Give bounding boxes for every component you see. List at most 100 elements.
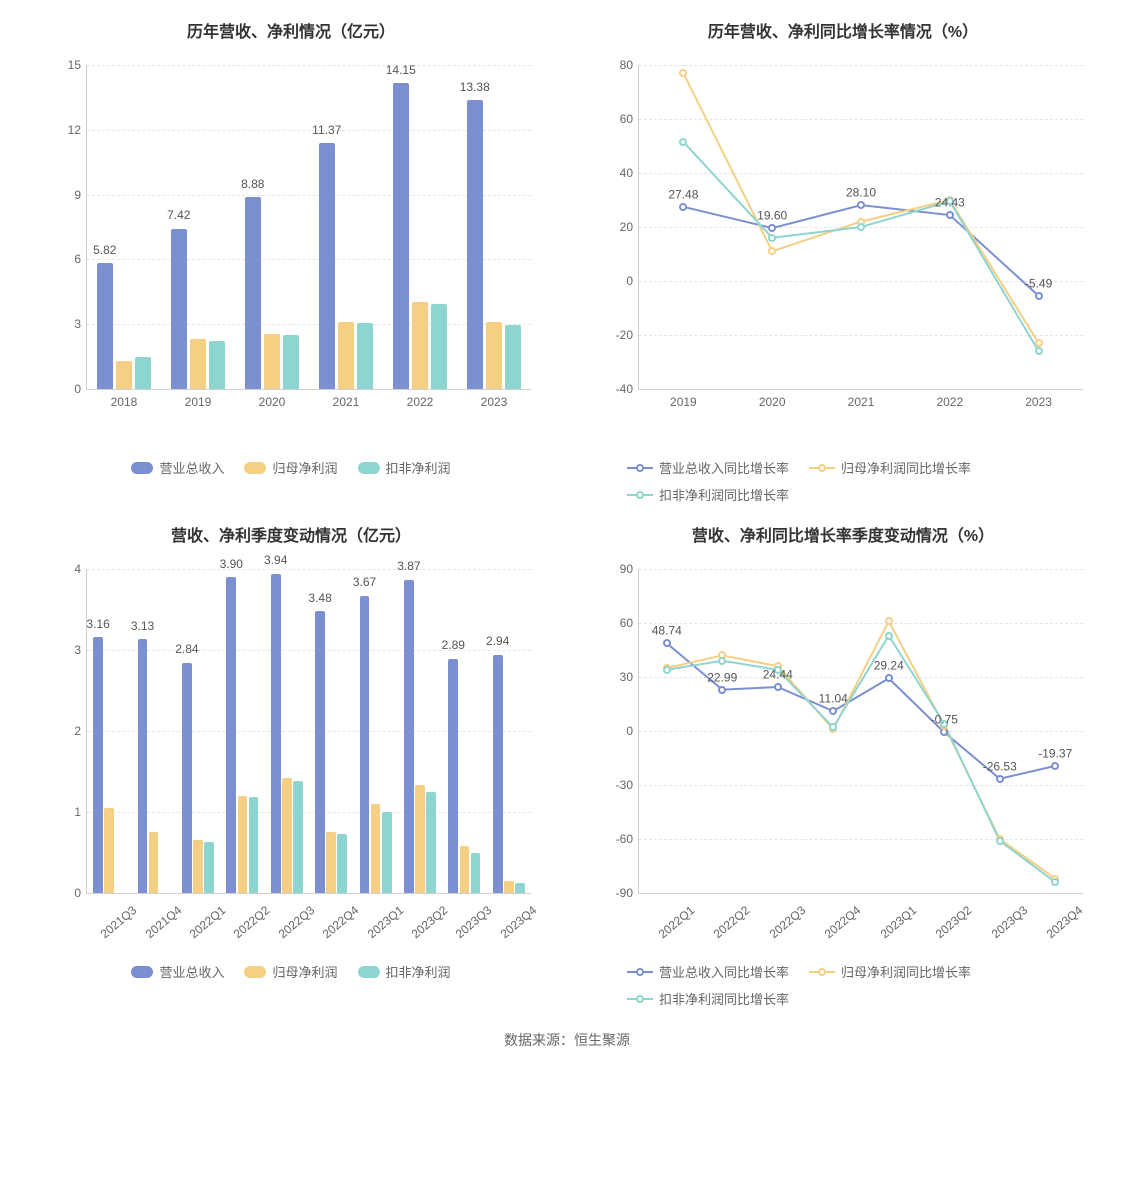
- legend-item: 归母净利润: [244, 458, 337, 477]
- series-marker: [768, 224, 776, 232]
- legend-item: 扣非净利润: [358, 962, 451, 981]
- bar-label: 2.89: [442, 638, 465, 652]
- y-tick: 9: [74, 188, 81, 202]
- series-marker: [829, 707, 837, 715]
- x-tick: 2023Q3: [988, 903, 1030, 941]
- series-marker: [663, 639, 671, 647]
- x-tick: 2022Q2: [231, 903, 273, 941]
- y-tick: 60: [620, 616, 633, 630]
- point-label: 48.74: [652, 624, 682, 638]
- legend-label: 归母净利润同比增长率: [841, 458, 971, 477]
- bar: [505, 325, 521, 389]
- point-label: 24.43: [935, 195, 965, 209]
- x-tick: 2020: [759, 395, 786, 409]
- series-marker: [774, 683, 782, 691]
- bar: [431, 304, 447, 389]
- series-marker: [1035, 292, 1043, 300]
- bar: [245, 197, 261, 389]
- x-tick: 2022Q1: [187, 903, 229, 941]
- bar: [238, 796, 248, 893]
- x-tick: 2023Q1: [364, 903, 406, 941]
- series-marker: [1051, 762, 1059, 770]
- bar: [393, 83, 409, 389]
- gridline: [87, 130, 531, 131]
- bar: [371, 804, 381, 893]
- gridline: [87, 812, 531, 813]
- bar: [337, 834, 347, 893]
- gridline: [87, 65, 531, 66]
- bar-label: 3.90: [220, 557, 243, 571]
- x-tick: 2023: [481, 395, 508, 409]
- point-label: -0.75: [931, 713, 958, 727]
- bar: [382, 812, 392, 893]
- y-tick: 4: [74, 562, 81, 576]
- bar: [209, 341, 225, 389]
- gridline: [87, 569, 531, 570]
- series-marker: [679, 138, 687, 146]
- bar: [138, 639, 148, 893]
- bar: [97, 263, 113, 389]
- legend-swatch: [627, 993, 653, 1005]
- series-marker: [996, 837, 1004, 845]
- x-tick: 2023: [1025, 395, 1052, 409]
- legend-swatch: [358, 966, 380, 978]
- chart-title: 营收、净利季度变动情况（亿元）: [171, 522, 411, 546]
- series-marker: [663, 666, 671, 674]
- bar: [493, 655, 503, 893]
- series-marker: [768, 247, 776, 255]
- bar: [149, 832, 159, 893]
- y-tick: -30: [616, 778, 633, 792]
- legend-item: 营业总收入: [131, 962, 224, 981]
- x-tick: 2023Q2: [933, 903, 975, 941]
- gridline: [87, 195, 531, 196]
- legend-label: 营业总收入同比增长率: [659, 458, 789, 477]
- series-marker: [1035, 347, 1043, 355]
- x-tick: 2022Q3: [275, 903, 317, 941]
- bar: [315, 611, 325, 893]
- bar-label: 3.94: [264, 553, 287, 567]
- x-tick: 2022Q4: [822, 903, 864, 941]
- bar: [204, 842, 214, 893]
- y-tick: 90: [620, 562, 633, 576]
- bar: [193, 840, 203, 893]
- legend-tr: 营业总收入同比增长率归母净利润同比增长率扣非净利润同比增长率: [577, 458, 1109, 504]
- point-label: 11.04: [819, 692, 848, 706]
- point-label: 28.10: [846, 186, 876, 200]
- legend-swatch: [244, 966, 266, 978]
- y-tick: -40: [616, 382, 633, 396]
- y-tick: 0: [74, 886, 81, 900]
- bar: [104, 808, 114, 893]
- chart-area-tl: 036912152018201920202021202220235.827.42…: [41, 60, 541, 440]
- series-marker: [946, 211, 954, 219]
- x-tick: 2023Q4: [497, 903, 539, 941]
- chart-area-tr: -40-200204060802019202020212022202327.48…: [593, 60, 1093, 440]
- bar-label: 13.38: [460, 80, 490, 94]
- bar: [293, 781, 303, 893]
- legend-label: 扣非净利润: [386, 962, 451, 981]
- legend-br: 营业总收入同比增长率归母净利润同比增长率扣非净利润同比增长率: [577, 962, 1109, 1008]
- bar-label: 8.88: [241, 177, 264, 191]
- bar: [319, 143, 335, 389]
- gridline: [87, 259, 531, 260]
- legend-label: 营业总收入: [159, 962, 224, 981]
- y-tick: 12: [68, 123, 81, 137]
- y-tick: 80: [620, 58, 633, 72]
- chart-title: 历年营收、净利情况（亿元）: [187, 18, 395, 42]
- y-tick: 60: [620, 112, 633, 126]
- x-tick: 2021: [333, 395, 360, 409]
- bar: [486, 322, 502, 389]
- bar: [171, 229, 187, 389]
- bar-label: 11.37: [312, 123, 341, 137]
- series-marker: [718, 686, 726, 694]
- x-tick: 2022Q1: [655, 903, 697, 941]
- series-marker: [718, 657, 726, 665]
- x-tick: 2023Q4: [1044, 903, 1086, 941]
- x-tick: 2019: [185, 395, 212, 409]
- bar-label: 3.13: [131, 619, 154, 633]
- bar: [264, 334, 280, 389]
- bar: [282, 778, 292, 893]
- legend-swatch: [358, 462, 380, 474]
- bar: [404, 580, 414, 893]
- bar: [415, 785, 425, 893]
- bar-label: 2.84: [175, 642, 198, 656]
